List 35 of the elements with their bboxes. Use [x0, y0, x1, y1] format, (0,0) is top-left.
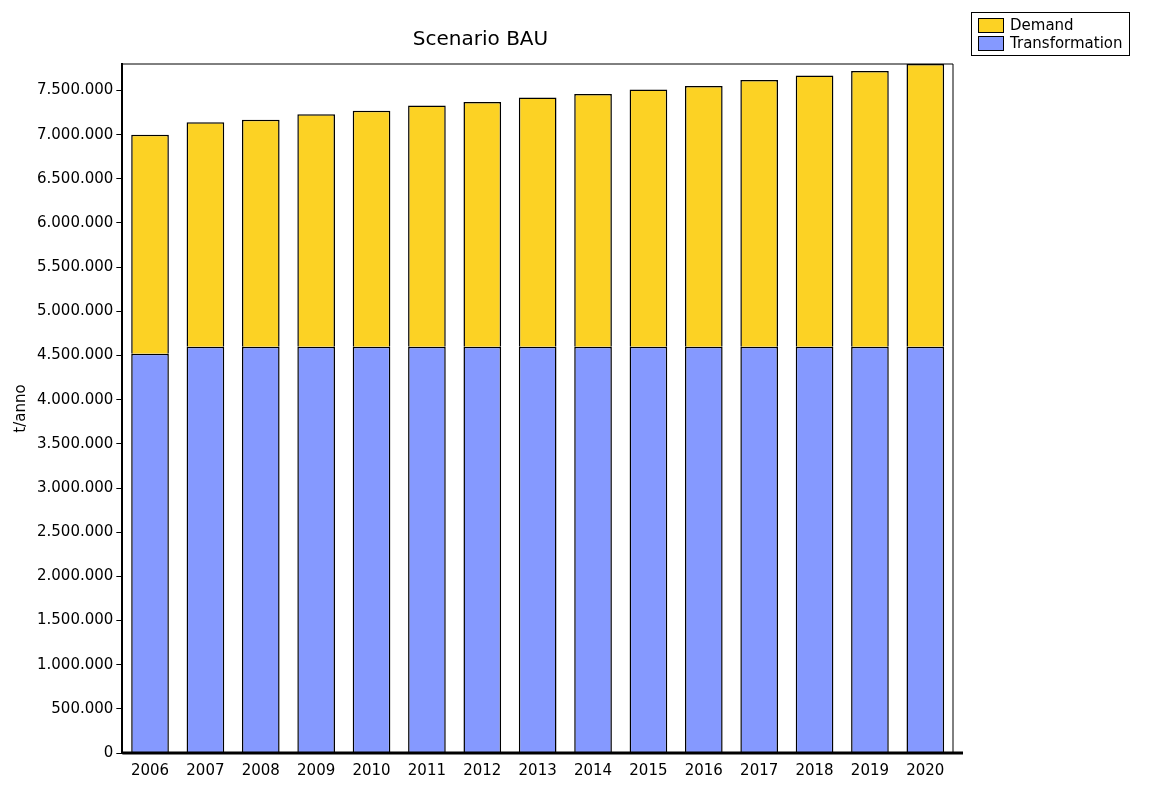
- x-tick-label: 2014: [573, 760, 613, 779]
- x-tick-label: 2016: [684, 760, 723, 779]
- x-tick-label: 2013: [518, 760, 557, 779]
- legend-label: Demand: [1010, 16, 1074, 34]
- y-tick-label: 0: [103, 742, 114, 761]
- x-tick-label: 2007: [186, 760, 225, 779]
- y-tick-label: 4.000.000: [37, 389, 114, 408]
- x-tick-label: 2015: [629, 760, 668, 779]
- y-tick-label: 7.500.000: [37, 80, 114, 99]
- y-tick-label: 1.500.000: [37, 610, 114, 629]
- y-tick-label: 6.500.000: [37, 168, 114, 187]
- y-tick-label: 3.500.000: [37, 433, 114, 452]
- x-tick-label: 2010: [352, 760, 391, 779]
- y-axis-title: t/anno: [10, 384, 29, 433]
- chart-title: Scenario BAU: [412, 26, 549, 51]
- y-tick-label: 3.000.000: [37, 477, 114, 496]
- x-tick-label: 2018: [795, 760, 834, 779]
- x-tick-label: 2012: [463, 760, 502, 779]
- y-tick-label: 5.500.000: [37, 257, 114, 276]
- y-tick-label: 500.000: [51, 698, 114, 717]
- x-tick-label: 2009: [297, 760, 336, 779]
- x-tick-label: 2006: [130, 760, 170, 779]
- y-tick-label: 2.500.000: [37, 522, 114, 541]
- y-tick-label: 1.000.000: [37, 654, 114, 673]
- y-tick-label: 5.000.000: [37, 301, 114, 320]
- x-tick-label: 2008: [241, 760, 280, 779]
- x-tick-label: 2011: [407, 760, 447, 779]
- x-tick-label: 2017: [740, 760, 779, 779]
- y-tick-label: 7.000.000: [37, 124, 114, 143]
- y-tick-label: 4.500.000: [37, 345, 114, 364]
- x-tick-label: 2020: [906, 760, 945, 779]
- x-tick-label: 2019: [850, 760, 890, 779]
- text: Transformation: [1010, 34, 1123, 52]
- y-tick-label: 6.000.000: [37, 212, 114, 231]
- y-tick-label: 2.000.000: [37, 566, 114, 585]
